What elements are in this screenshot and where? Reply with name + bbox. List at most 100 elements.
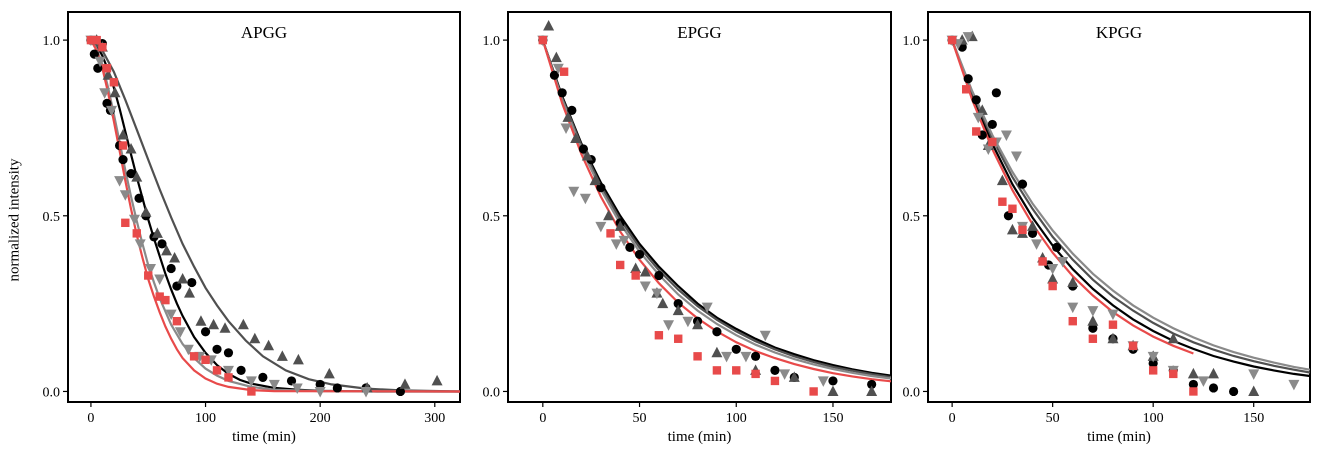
x-tick-label: 0: [87, 411, 94, 426]
data-point-circle: [1229, 386, 1239, 397]
data-point-square: [121, 218, 130, 228]
data-point-triangle-up: [117, 128, 129, 140]
y-axis-label-wrapper: normalized intensity: [4, 70, 26, 370]
data-point-triangle-up: [237, 318, 249, 330]
y-tick-label: 0.5: [903, 210, 921, 225]
plot-area: [946, 30, 1310, 397]
data-point-circle: [828, 376, 838, 386]
data-point-triangle-up: [109, 86, 121, 98]
data-point-circle: [578, 144, 589, 154]
data-point-circle: [731, 344, 741, 354]
data-point-square: [809, 387, 818, 396]
data-point-triangle-up: [140, 206, 152, 217]
data-point-square: [212, 366, 222, 375]
data-point-triangle-up: [589, 174, 601, 186]
data-point-square: [998, 197, 1007, 206]
data-point-triangle-up: [996, 174, 1008, 186]
data-point-triangle-down: [119, 190, 131, 201]
data-point-square: [654, 331, 664, 340]
data-point-triangle-up: [1006, 223, 1018, 235]
data-point-triangle-down: [1248, 369, 1260, 380]
data-point-triangle-down: [360, 386, 372, 398]
data-point-triangle-up: [323, 367, 335, 379]
plot-frame: [507, 11, 892, 403]
data-point-triangle-down: [579, 193, 591, 205]
x-tick-label: 200: [310, 411, 331, 426]
fit-line: [951, 39, 1310, 374]
data-point-square: [189, 352, 199, 361]
x-tick-label: 100: [726, 411, 747, 426]
data-point-square: [1008, 204, 1017, 213]
data-point-triangle-down: [1047, 263, 1059, 275]
chart-panel-epgg: 0 50 100 150 0.0 0.5 1.0 time (min) EPGG: [483, 11, 892, 445]
data-point-circle: [963, 74, 973, 84]
data-point-square: [118, 141, 128, 150]
data-point-triangle-up: [102, 69, 114, 80]
data-point-triangle-up: [131, 171, 143, 182]
data-point-triangle-down: [182, 344, 194, 356]
data-point-triangle-up: [543, 20, 555, 31]
data-point-square: [1189, 387, 1198, 396]
data-point-square: [161, 295, 170, 305]
data-point-circle: [332, 383, 342, 393]
data-point-triangle-down: [1288, 379, 1300, 391]
fit-line: [541, 39, 891, 379]
data-point-square: [770, 376, 780, 386]
data-point-triangle-up: [1167, 332, 1179, 344]
y-tick-label: 1.0: [43, 34, 61, 49]
fit-line: [951, 39, 1310, 371]
data-point-triangle-up: [827, 385, 839, 396]
data-point-triangle-up: [249, 332, 261, 344]
data-point-triangle-up: [1027, 220, 1039, 231]
fit-line: [89, 39, 460, 393]
data-point-triangle-up: [151, 227, 163, 238]
data-point-circle: [770, 365, 780, 375]
data-point-triangle-down: [99, 88, 111, 99]
data-point-triangle-up: [570, 132, 582, 143]
plot-area: [537, 20, 891, 396]
data-point-triangle-up: [614, 220, 626, 231]
data-point-triangle-down: [222, 365, 234, 377]
data-point-triangle-up: [1047, 273, 1059, 284]
data-point-square: [962, 85, 971, 94]
data-point-circle: [567, 105, 577, 115]
x-tick-label: 50: [1046, 411, 1060, 426]
data-point-triangle-up: [639, 266, 651, 277]
data-point-circle: [1148, 358, 1158, 368]
data-point-square: [247, 387, 256, 396]
data-point-circle: [200, 327, 211, 337]
plot-frame: [927, 11, 1311, 403]
x-tick-label: 100: [1143, 411, 1164, 426]
data-point-square: [201, 355, 210, 365]
data-point-triangle-up: [1248, 385, 1260, 396]
x-axis-label: time (min): [668, 429, 732, 445]
data-point-square: [172, 316, 182, 326]
data-point-triangle-up: [550, 51, 562, 63]
data-point-circle: [1052, 242, 1062, 253]
data-point-circle: [118, 154, 128, 165]
data-point-triangle-up: [657, 297, 669, 309]
data-point-circle: [187, 277, 197, 288]
data-point-triangle-down: [114, 176, 126, 187]
data-point-square: [1128, 341, 1138, 350]
data-point-square: [712, 366, 722, 375]
data-point-square: [606, 229, 615, 238]
data-point-square: [86, 35, 96, 45]
data-point-square: [132, 229, 141, 238]
data-point-triangle-up: [276, 350, 288, 361]
data-point-triangle-down: [106, 105, 118, 117]
data-point-triangle-down: [174, 327, 186, 338]
data-point-triangle-up: [562, 111, 574, 122]
data-point-triangle-down: [245, 376, 257, 387]
data-point-circle: [1003, 211, 1014, 221]
data-point-triangle-down: [1057, 256, 1069, 268]
panel-title: KPGG: [1096, 23, 1142, 42]
data-point-triangle-up: [263, 339, 275, 351]
plot-area: [85, 34, 460, 398]
data-point-square: [693, 352, 702, 361]
data-point-triangle-up: [292, 353, 304, 365]
data-point-triangle-up: [1187, 367, 1199, 379]
data-point-triangle-up: [866, 385, 878, 396]
data-point-triangle-down: [639, 281, 651, 293]
data-point-square: [972, 127, 981, 136]
